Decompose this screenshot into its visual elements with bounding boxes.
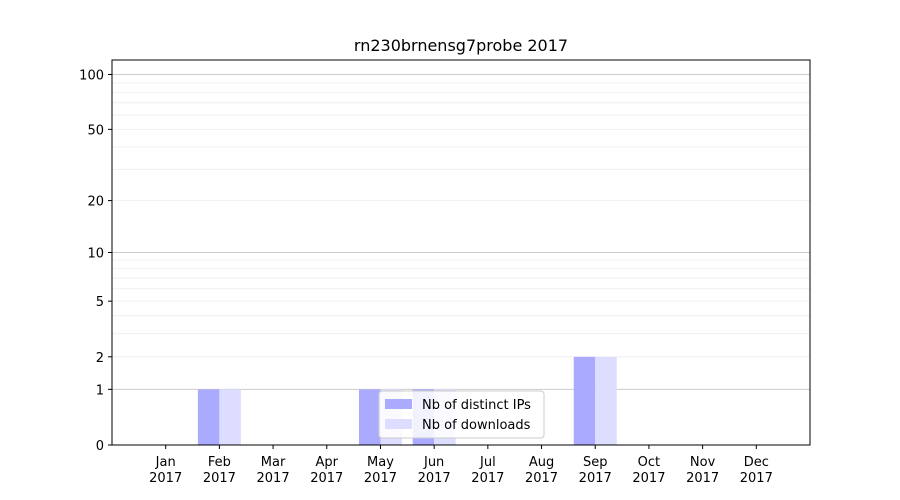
- x-tick-label-year: 2017: [257, 471, 290, 486]
- x-tick-label: Jul: [479, 455, 496, 470]
- bar: [197, 389, 220, 445]
- y-tick-label: 100: [79, 69, 104, 84]
- x-tick-label: Jun: [423, 455, 444, 470]
- x-tick-label-year: 2017: [149, 471, 182, 486]
- legend-label: Nb of downloads: [422, 418, 531, 433]
- grid: [112, 74, 810, 390]
- legend: Nb of distinct IPs Nb of downloads: [378, 390, 545, 439]
- x-tick-label-year: 2017: [471, 471, 504, 486]
- legend-swatch: [385, 419, 412, 429]
- y-tick-label: 2: [96, 351, 104, 366]
- legend-label: Nb of distinct IPs: [422, 398, 531, 413]
- y-tick-label: 10: [87, 247, 104, 262]
- y-tick-label: 0: [96, 439, 104, 454]
- x-tick-label: Nov: [690, 455, 716, 470]
- x-tick-label-year: 2017: [632, 471, 665, 486]
- bar: [219, 389, 241, 445]
- x-tick-label: May: [367, 455, 394, 470]
- legend-box: [378, 390, 545, 439]
- x-tick-label: Aug: [529, 455, 554, 470]
- x-tick-label-year: 2017: [740, 471, 773, 486]
- x-tick-label: Dec: [744, 455, 769, 470]
- x-tick-label: Sep: [583, 455, 608, 470]
- x-tick-label: Oct: [638, 455, 660, 470]
- y-tick-label: 1: [96, 383, 104, 398]
- x-tick-label-year: 2017: [203, 471, 236, 486]
- x-tick-label-year: 2017: [310, 471, 343, 486]
- x-tick-label: Mar: [261, 455, 286, 470]
- bar: [573, 356, 596, 445]
- chart-title: rn230brnensg7probe 2017: [354, 36, 568, 55]
- x-tick-label-year: 2017: [525, 471, 558, 486]
- x-tick-label: Feb: [208, 455, 231, 470]
- axes: 0125102050100Jan2017Feb2017Mar2017Apr201…: [79, 59, 811, 486]
- x-tick-label: Jan: [155, 455, 176, 470]
- bar: [595, 356, 617, 445]
- y-tick-label: 50: [87, 123, 104, 138]
- x-tick-label-year: 2017: [418, 471, 451, 486]
- legend-swatch: [385, 399, 412, 409]
- x-tick-label-year: 2017: [364, 471, 397, 486]
- x-tick-label-year: 2017: [579, 471, 612, 486]
- x-tick-label: Apr: [316, 455, 339, 470]
- x-tick-label-year: 2017: [686, 471, 719, 486]
- y-tick-label: 20: [87, 195, 104, 210]
- bar: [358, 389, 381, 445]
- y-tick-label: 5: [96, 295, 104, 310]
